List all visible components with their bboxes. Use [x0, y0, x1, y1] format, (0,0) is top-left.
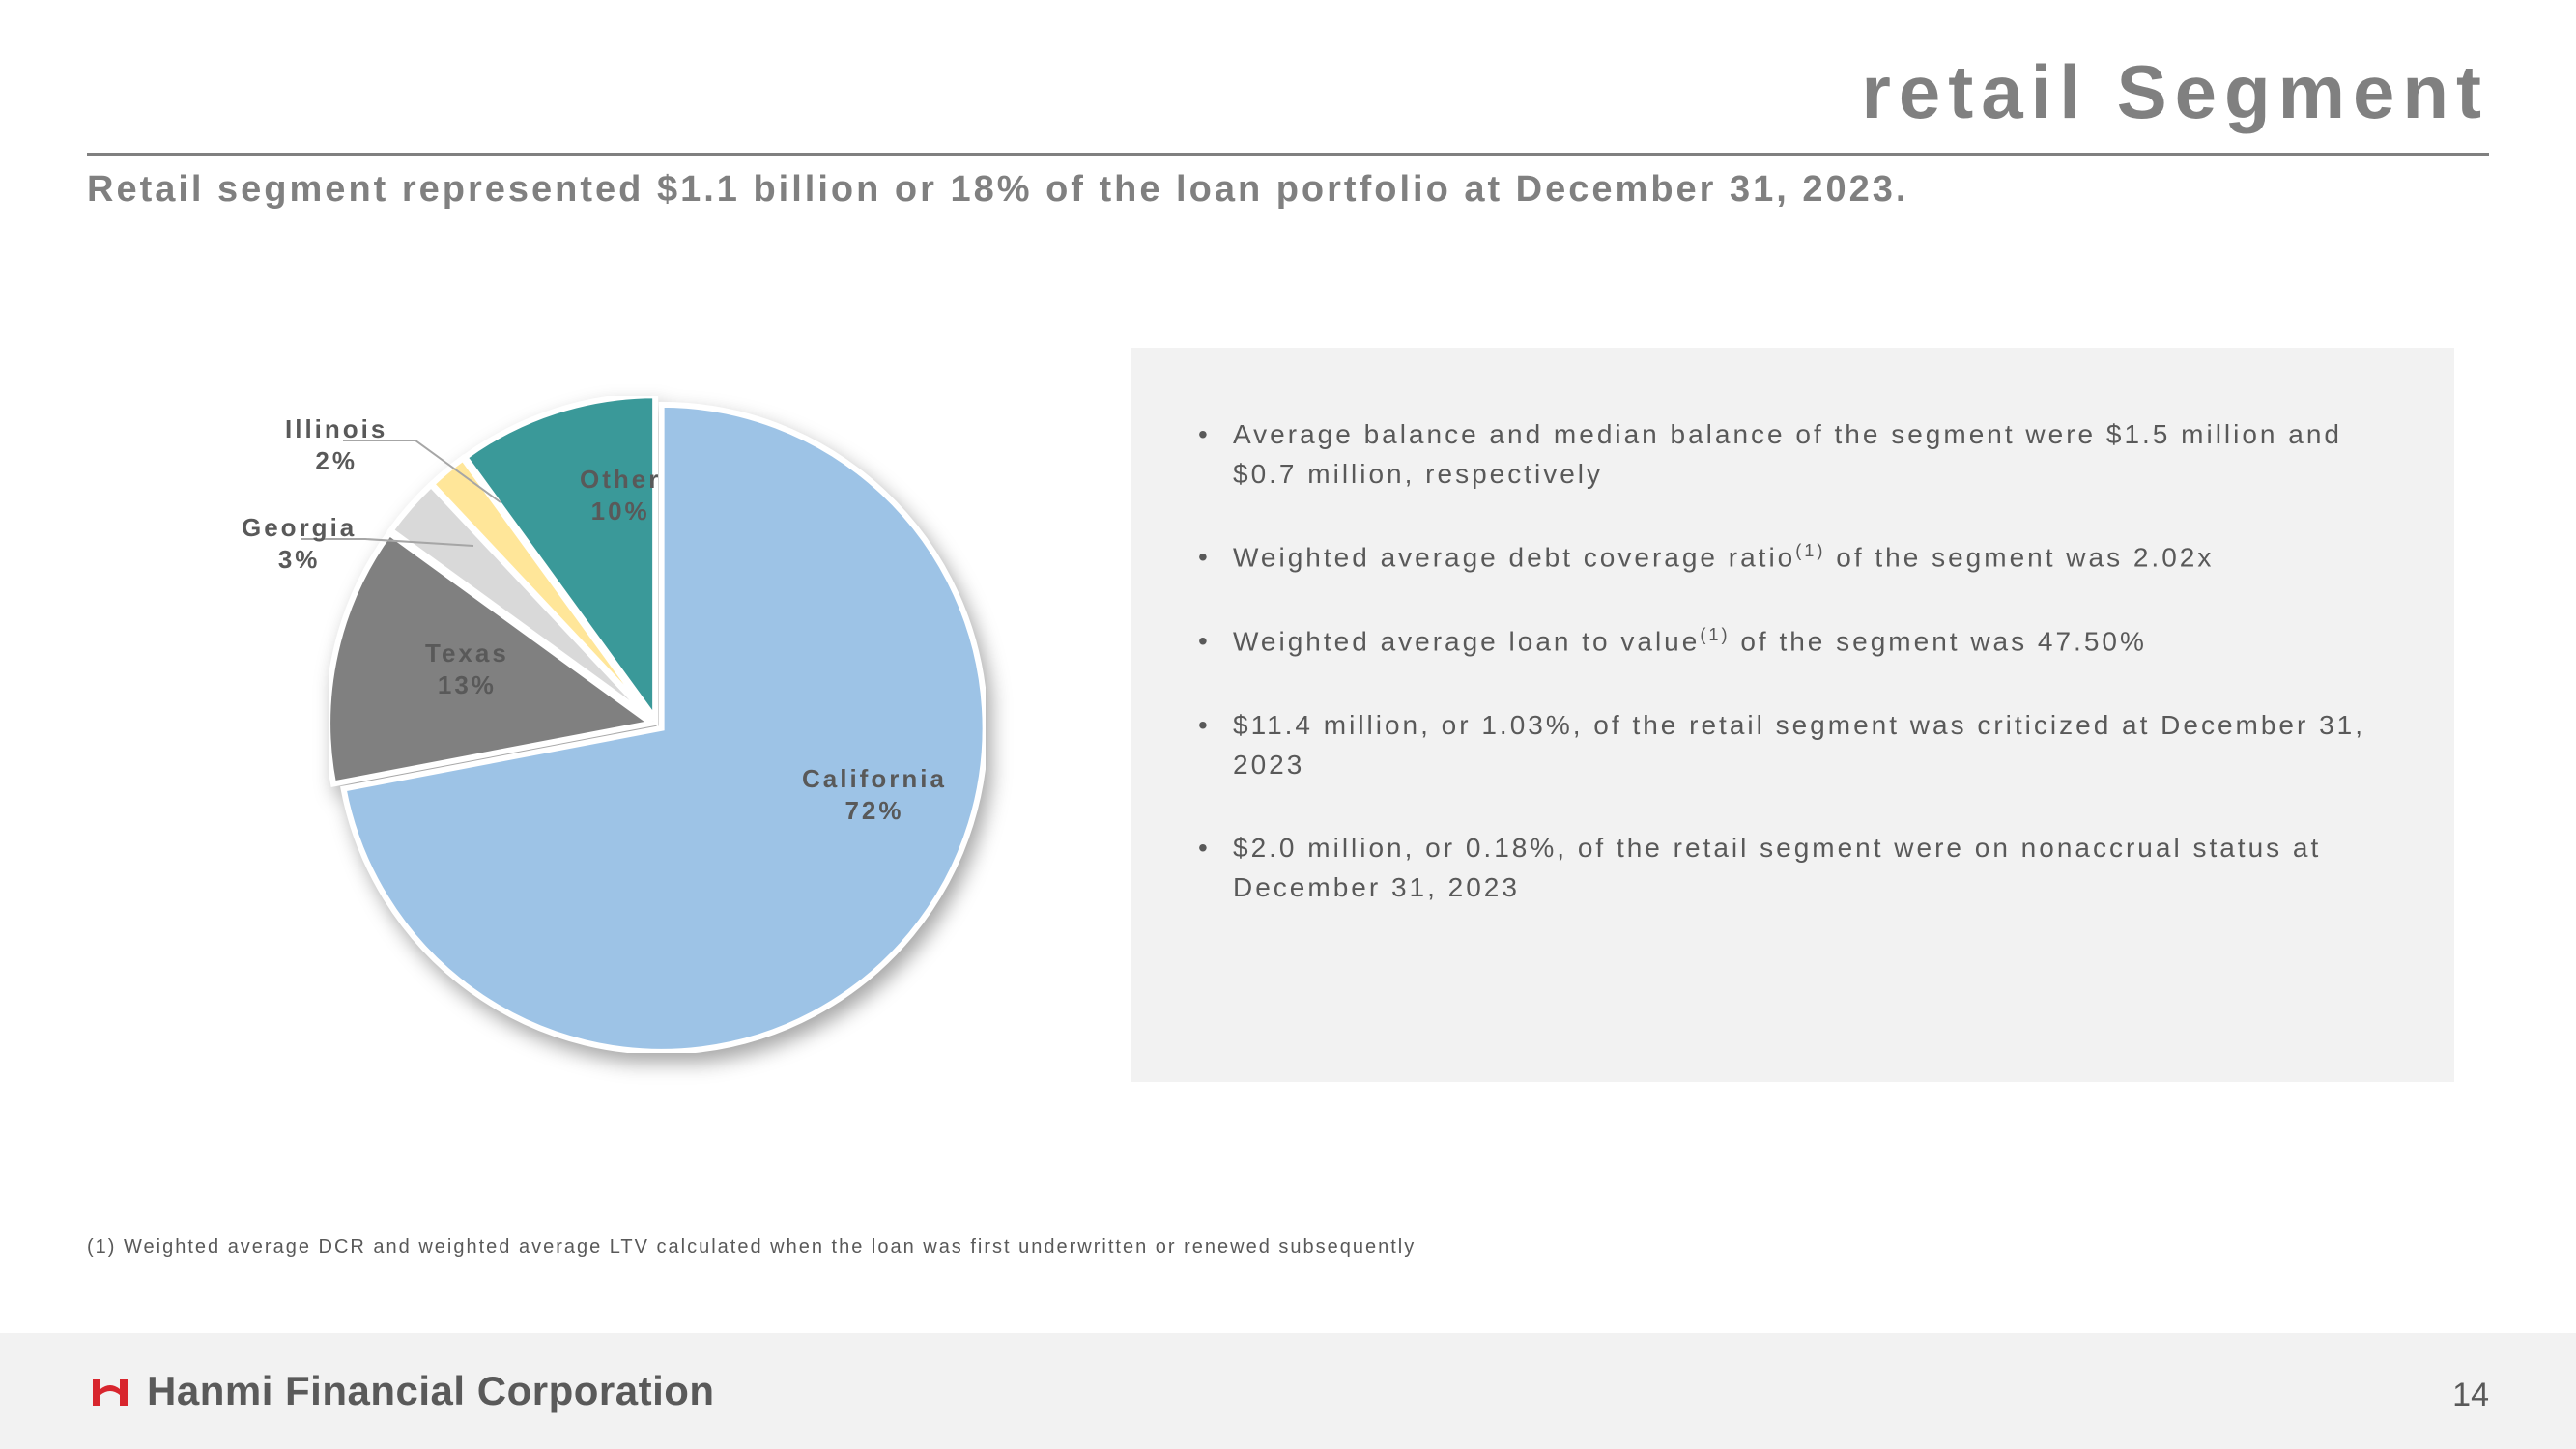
divider: [87, 153, 2489, 156]
pie-chart: California 72% Texas 13% Georgia 3% Illinoi…: [126, 357, 995, 1092]
bullet-item: Weighted average debt coverage ratio(1) …: [1198, 538, 2387, 578]
page-title: retail Segment: [1861, 48, 2489, 136]
bullet-item: Average balance and median balance of th…: [1198, 415, 2387, 494]
pie-slice-label: Illinois 2%: [285, 413, 387, 476]
bullet-item: $11.4 million, or 1.03%, of the retail s…: [1198, 706, 2387, 784]
company-name: Hanmi Financial Corporation: [147, 1368, 715, 1414]
bullet-item: $2.0 million, or 0.18%, of the retail se…: [1198, 829, 2387, 907]
pie-slice-label: California 72%: [802, 763, 947, 826]
pie-slice-label: Other 10%: [580, 464, 661, 526]
title-area: retail Segment: [1861, 48, 2489, 136]
pie-slice-label: Texas 13%: [425, 638, 509, 700]
bullets-list: Average balance and median balance of th…: [1198, 415, 2387, 907]
footnote: (1) Weighted average DCR and weighted av…: [87, 1236, 1416, 1259]
slide: retail Segment Retail segment represente…: [0, 0, 2576, 1449]
bullets-panel: Average balance and median balance of th…: [1131, 348, 2454, 1082]
logo-mark-icon: [87, 1368, 133, 1414]
footer: Hanmi Financial Corporation: [0, 1333, 2576, 1449]
subtitle: Retail segment represented $1.1 billion …: [87, 169, 1908, 211]
pie-slice-label: Georgia 3%: [242, 512, 357, 575]
page-number: 14: [2452, 1377, 2489, 1414]
bullet-item: Weighted average loan to value(1) of the…: [1198, 622, 2387, 662]
company-logo: Hanmi Financial Corporation: [87, 1368, 715, 1414]
